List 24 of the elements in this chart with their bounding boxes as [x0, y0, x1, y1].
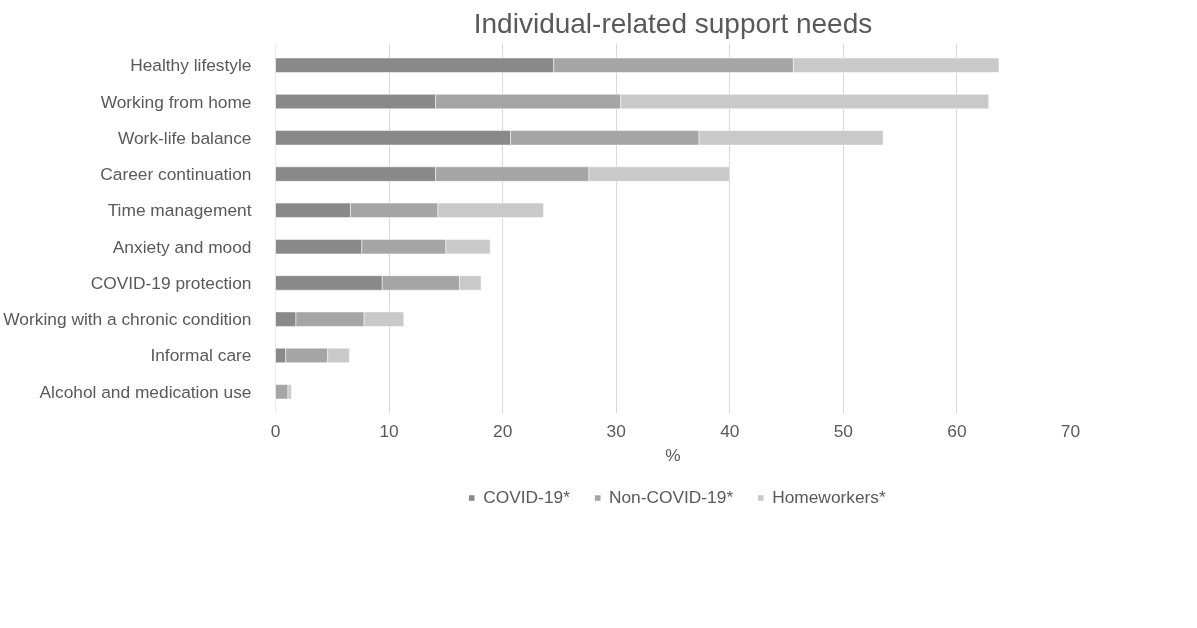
x-tick-label: 10: [379, 420, 399, 441]
x-tick-label: 40: [720, 420, 740, 441]
x-tick-label: 20: [493, 420, 513, 441]
x-tick-label: 30: [606, 420, 626, 441]
legend-label: COVID-19*: [483, 486, 570, 508]
x-tick-label: 0: [270, 420, 281, 441]
y-tick-label: Alcohol and medication use: [39, 381, 252, 402]
x-axis-title: %: [665, 444, 681, 465]
y-tick-label: Informal care: [150, 345, 252, 366]
bar: [275, 384, 289, 400]
y-tick-label: Career continuation: [100, 164, 252, 185]
x-tick-label: 50: [833, 420, 853, 441]
y-tick-label: COVID-19 protection: [90, 272, 252, 293]
legend-label: Non-COVID-19*: [608, 486, 734, 508]
y-tick-label: Time management: [107, 200, 252, 221]
legend-label: Homeworkers*: [772, 486, 886, 508]
chart-title: Individual-related support needs: [473, 7, 873, 39]
y-tick-label: Anxiety and mood: [112, 236, 252, 257]
y-tick-label: Working from home: [100, 91, 252, 112]
x-tick-label: 60: [947, 420, 967, 441]
y-tick-label: Healthy lifestyle: [130, 55, 252, 76]
x-tick-label: 70: [1060, 420, 1081, 441]
y-tick-label: Work-life balance: [117, 127, 252, 148]
y-tick-label: Working with a chronic condition: [3, 309, 252, 330]
